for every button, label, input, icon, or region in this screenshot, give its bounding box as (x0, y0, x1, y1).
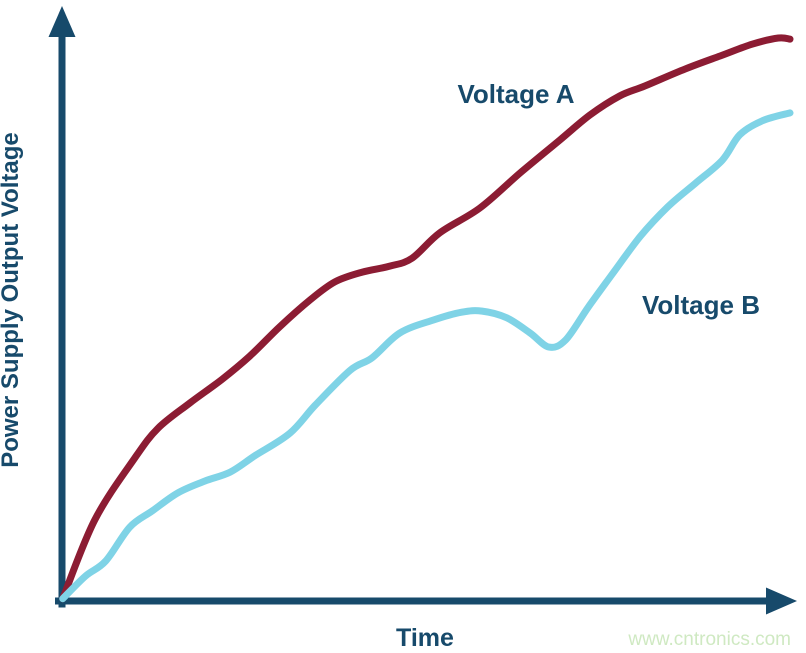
x-axis-arrow-icon (766, 587, 797, 615)
axes (48, 6, 797, 615)
watermark: www.cntronics.com (627, 629, 791, 650)
y-axis-label: Power Supply Output Voltage (0, 132, 24, 468)
x-axis-label: Time (396, 624, 454, 652)
voltage-a-curve (59, 34, 794, 603)
voltage-b-curve (59, 109, 794, 603)
y-axis-arrow-icon (48, 6, 76, 37)
voltage-a-label: Voltage A (457, 79, 574, 109)
voltage-b-label: Voltage B (642, 290, 760, 320)
